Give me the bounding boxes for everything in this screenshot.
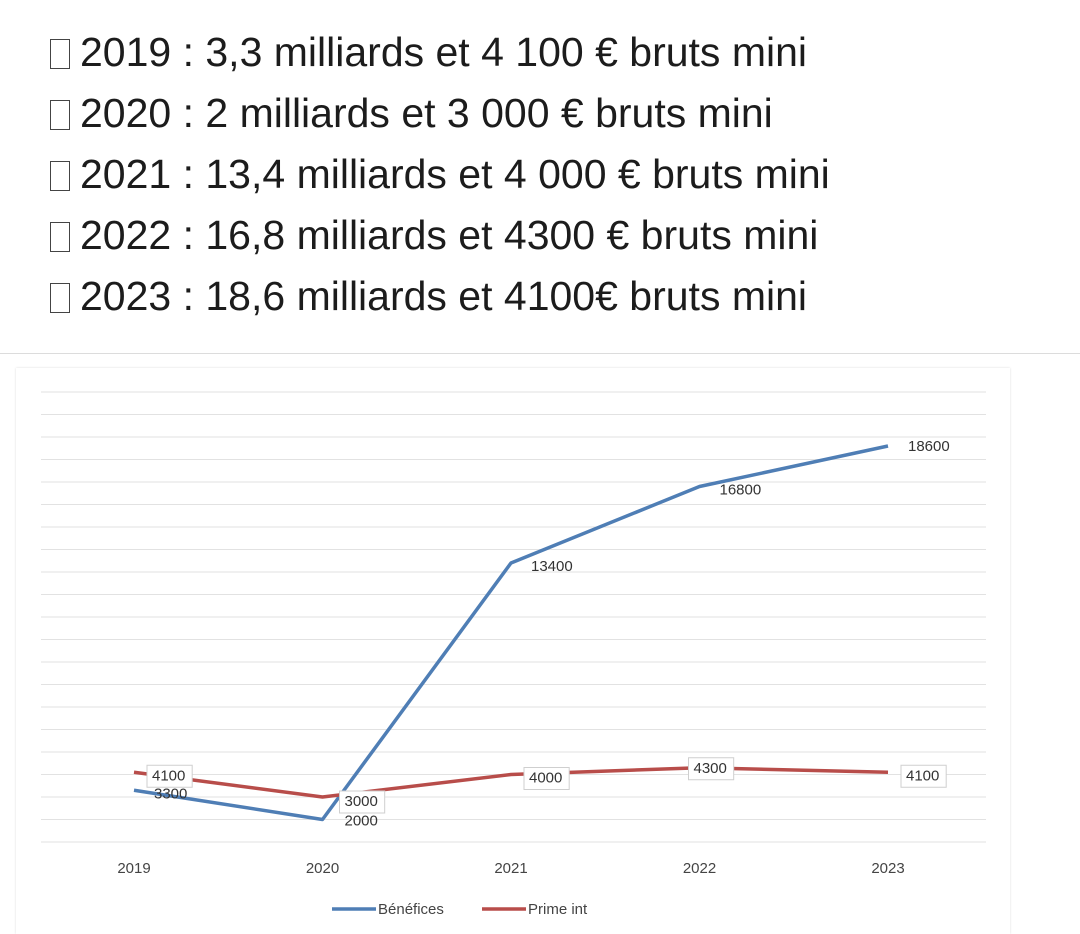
data-label: 16800 (720, 482, 762, 499)
chart-panel: 3300 2000 13400 16800 18600 4100 3000 4000 4300 4… (16, 368, 1010, 934)
x-tick-label: 2022 (683, 860, 716, 877)
data-label: 4100 (152, 767, 185, 784)
data-label-box (523, 767, 570, 790)
placeholder-icon (50, 38, 70, 69)
text-line-content: 2022 : 16,8 milliards et 4300 € bruts mi… (80, 212, 819, 258)
text-lines: 2019 : 3,3 milliards et 4 100 € bruts mi… (50, 22, 830, 327)
series-line-prime (133, 766, 889, 799)
placeholder-icon (50, 282, 70, 313)
legend-label: Bénéfices (378, 901, 444, 918)
x-tick-label: 2023 (871, 860, 904, 877)
placeholder-icon (50, 160, 70, 191)
separator (0, 353, 1080, 354)
placeholder-icon (50, 221, 70, 252)
data-label: 18600 (908, 438, 950, 455)
data-label-box (900, 764, 947, 788)
data-label-box (146, 764, 193, 788)
text-line: 2023 : 18,6 milliards et 4100€ bruts min… (50, 266, 830, 327)
data-label-box (339, 790, 386, 814)
legend-label: Prime int (528, 901, 588, 918)
text-line: 2022 : 16,8 milliards et 4300 € bruts mi… (50, 205, 830, 266)
text-line: 2020 : 2 milliards et 3 000 € bruts mini (50, 83, 830, 144)
data-label: 4000 (529, 770, 562, 787)
text-line-content: 2020 : 2 milliards et 3 000 € bruts mini (80, 90, 773, 136)
text-line-content: 2023 : 18,6 milliards et 4100€ bruts min… (80, 273, 808, 319)
x-tick-label: 2021 (494, 860, 527, 877)
text-line: 2021 : 13,4 milliards et 4 000 € bruts m… (50, 144, 830, 205)
data-label: 13400 (531, 558, 573, 575)
data-label: 3300 (154, 785, 187, 802)
data-label: 3000 (345, 793, 378, 810)
data-label: 2000 (345, 813, 378, 830)
placeholder-icon (50, 99, 70, 130)
x-tick-label: 2019 (117, 860, 150, 877)
text-line-content: 2021 : 13,4 milliards et 4 000 € bruts m… (80, 151, 830, 197)
line-chart: 3300 2000 13400 16800 18600 4100 3000 4000 4300 4… (41, 391, 986, 918)
x-tick-label: 2020 (306, 860, 339, 877)
data-label-box (688, 757, 735, 781)
text-line-content: 2019 : 3,3 milliards et 4 100 € bruts mi… (80, 29, 807, 75)
text-line: 2019 : 3,3 milliards et 4 100 € bruts mi… (50, 22, 830, 83)
series-line-benefices (133, 444, 889, 822)
data-label: 4300 (694, 760, 727, 777)
data-label: 4100 (906, 767, 939, 784)
